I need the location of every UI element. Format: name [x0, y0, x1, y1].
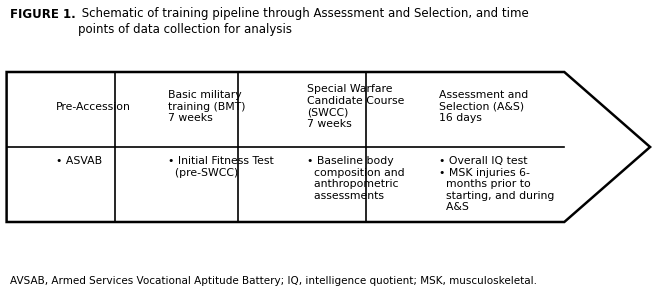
Text: • ASVAB: • ASVAB	[56, 156, 102, 166]
Text: Pre-Accession: Pre-Accession	[56, 101, 131, 112]
Text: • Initial Fitness Test
  (pre-SWCC): • Initial Fitness Test (pre-SWCC)	[168, 156, 274, 178]
Text: • Baseline body
  composition and
  anthropometric
  assessments: • Baseline body composition and anthropo…	[307, 156, 405, 201]
Text: Schematic of training pipeline through Assessment and Selection, and time
points: Schematic of training pipeline through A…	[78, 8, 529, 35]
Text: AVSAB, Armed Services Vocational Aptitude Battery; IQ, intelligence quotient; MS: AVSAB, Armed Services Vocational Aptitud…	[10, 277, 537, 286]
Text: • Overall IQ test
• MSK injuries 6-
  months prior to
  starting, and during
  A: • Overall IQ test • MSK injuries 6- mont…	[439, 156, 554, 212]
Polygon shape	[7, 72, 650, 222]
Text: FIGURE 1.: FIGURE 1.	[10, 8, 76, 20]
Text: Special Warfare
Candidate Course
(SWCC)
7 weeks: Special Warfare Candidate Course (SWCC) …	[307, 84, 405, 129]
Text: Assessment and
Selection (A&S)
16 days: Assessment and Selection (A&S) 16 days	[439, 90, 528, 123]
Text: Basic military
training (BMT)
7 weeks: Basic military training (BMT) 7 weeks	[168, 90, 246, 123]
